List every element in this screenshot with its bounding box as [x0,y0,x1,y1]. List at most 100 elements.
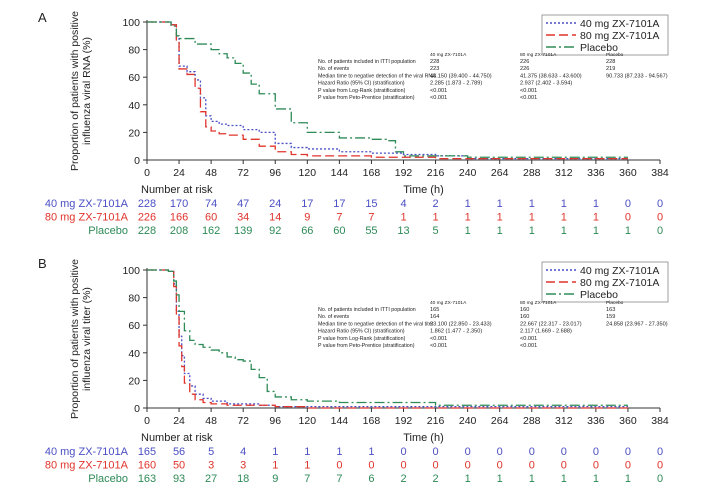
x-tick-label: 48 [205,167,217,179]
risk-row-label: 80 mg ZX-7101A [45,460,129,472]
risk-value: 0 [336,460,342,472]
risk-value: 0 [593,446,599,458]
x-tick-label: 72 [237,415,249,427]
risk-value: 60 [333,225,345,237]
x-tick-label: 72 [237,167,249,179]
stats-cell: 23.100 (22.850 - 23.433) [430,321,492,327]
stats-column-header: Placebo [606,52,624,58]
stats-cell: 160 [520,307,529,313]
stats-cell: 165 [430,307,439,313]
series-line-1 [147,21,628,160]
stats-cell: 2.937 (2.402 - 3.594) [520,81,572,87]
risk-value: 7 [368,212,374,224]
risk-value: 1 [561,212,567,224]
risk-value: 0 [529,460,535,472]
x-tick-label: 120 [299,167,317,179]
risk-table-header: Number at risk [141,432,213,444]
y-axis-label-line: influenza viral RNA (%) [81,37,93,145]
y-tick-label: 100 [122,265,140,277]
stats-column-header: 40 mg ZX-7101A [430,300,467,306]
risk-value: 1 [272,460,278,472]
stats-cell: <0.001 [520,88,537,94]
y-tick-label: 20 [128,127,140,139]
panel-label: A [38,10,47,25]
stats-cell: <0.001 [430,88,447,94]
legend-entry: Placebo [580,42,618,54]
risk-value: 1 [304,446,310,458]
risk-value: 92 [269,225,281,237]
risk-value: 1 [368,446,374,458]
x-tick-label: 0 [144,415,150,427]
risk-value: 0 [497,460,503,472]
risk-value: 18 [237,473,249,485]
risk-value: 0 [465,460,471,472]
stats-cell: <0.001 [430,336,447,342]
series-line-1 [147,269,628,408]
risk-value: 1 [529,225,535,237]
y-tick-label: 60 [128,320,140,332]
series-line-3 [147,269,628,406]
stats-cell: 2.285 (1.873 - 2.789) [430,81,482,87]
risk-value: 0 [625,460,631,472]
stats-column-header: 80 mg ZX-7101A [520,300,557,306]
legend-entry: 40 mg ZX-7101A [580,265,659,277]
y-tick-label: 80 [128,45,140,57]
y-tick-label: 20 [128,375,140,387]
risk-row-label: 80 mg ZX-7101A [45,212,129,224]
risk-value: 0 [657,446,663,458]
x-tick-label: 216 [427,167,445,179]
stats-row-label: P value from Peto-Prentice (stratificati… [318,343,415,349]
risk-value: 0 [465,446,471,458]
y-axis-label-line: Proportion of patients with positive [69,259,81,419]
x-tick-label: 384 [651,415,669,427]
y-tick-label: 100 [122,17,140,29]
x-tick-label: 96 [269,167,281,179]
stats-cell: 1.862 (1.477 - 2.350) [430,329,482,335]
x-tick-label: 192 [395,167,413,179]
risk-value: 0 [400,446,406,458]
legend-entry: 80 mg ZX-7101A [580,277,659,289]
risk-value: 1 [625,225,631,237]
stats-row-label: No. of patients included in ITTI populat… [318,307,416,313]
stats-cell: 160 [520,314,529,320]
x-tick-label: 240 [459,167,477,179]
risk-value: 2 [433,198,439,210]
risk-value: 0 [368,460,374,472]
x-tick-label: 216 [427,415,445,427]
risk-value: 1 [465,198,471,210]
stats-cell: 159 [606,314,615,320]
risk-value: 7 [336,212,342,224]
risk-value: 0 [497,446,503,458]
stats-row-label: Hazard Ratio (95% CI) (stratification) [318,81,405,87]
stats-cell: 164 [430,314,439,320]
stats-cell: 43.150 (39.400 - 44.750) [430,73,492,79]
risk-value: 170 [170,198,188,210]
risk-value: 1 [497,473,503,485]
stats-row-label: No. of patients included in ITTI populat… [318,59,416,65]
stats-cell: <0.001 [430,95,447,101]
y-axis-label-line: Proportion of patients with positive [69,11,81,171]
stats-row-label: P value from Peto-Prentice (stratificati… [318,95,415,101]
risk-value: 74 [205,198,217,210]
legend-entry: 40 mg ZX-7101A [580,18,659,30]
risk-value: 9 [272,473,278,485]
x-tick-label: 144 [331,167,349,179]
stats-column-header: 80 mg ZX-7101A [520,52,557,58]
risk-value: 7 [336,473,342,485]
x-tick-label: 192 [395,415,413,427]
stats-cell: <0.001 [430,343,447,349]
risk-value: 1 [497,225,503,237]
risk-value: 1 [561,198,567,210]
x-axis-label: Time (h) [403,432,444,444]
x-tick-label: 120 [299,415,317,427]
x-tick-label: 24 [173,415,185,427]
risk-value: 1 [497,212,503,224]
risk-value: 7 [304,473,310,485]
stats-row-label: Hazard Ratio (95% CI) (stratification) [318,329,405,335]
risk-value: 3 [208,460,214,472]
risk-value: 0 [657,212,663,224]
risk-value: 1 [561,225,567,237]
stats-column-header: Placebo [606,300,624,306]
